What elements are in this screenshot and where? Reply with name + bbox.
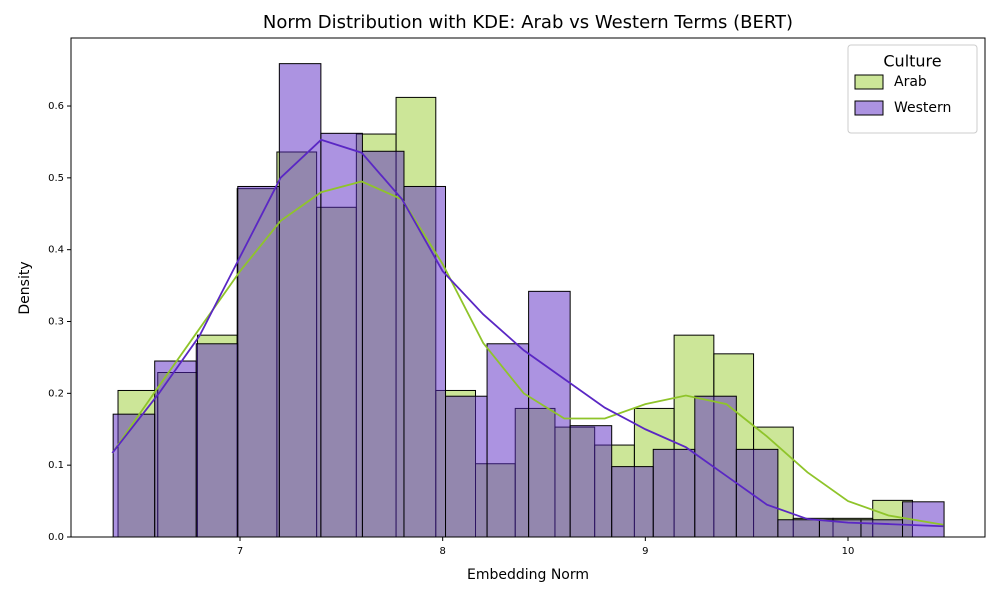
chart-title: Norm Distribution with KDE: Arab vs West… [263,12,793,33]
histogram-bar [237,185,280,538]
histogram-bar [278,63,322,538]
x-tick-label: 10 [842,546,855,557]
histogram-bar [860,519,904,538]
histogram-bar [486,343,530,538]
y-tick-label: 0.6 [48,101,64,112]
y-axis-label: Density [17,261,33,314]
legend-swatch [854,100,884,116]
histogram-bar [528,290,571,538]
y-tick-label: 0.5 [48,173,64,184]
x-tick-label: 9 [642,546,648,557]
y-tick-label: 0.0 [48,532,64,543]
histogram-bar [777,519,820,538]
histogram-bar [735,448,779,538]
histogram-bar [652,448,696,538]
histogram-bar [611,466,654,538]
legend-label: Western [894,100,951,116]
y-tick-label: 0.3 [48,317,64,328]
histogram-bar [154,360,197,538]
histogram-bar [445,395,488,538]
legend-label: Arab [894,74,927,90]
y-tick-label: 0.2 [48,388,64,399]
legend: Culture Arab Western [847,44,978,134]
histogram-bar [403,185,447,538]
histogram-bar [195,343,239,538]
kde-line [111,180,944,526]
legend-title: Culture [883,52,941,71]
kde-line [111,138,944,528]
y-tick-label: 0.4 [48,245,64,256]
y-tick-label: 0.1 [48,460,64,471]
x-tick-label: 7 [237,546,243,557]
x-tick-label: 8 [439,546,445,557]
legend-swatch [854,74,884,90]
histogram-bar [694,395,737,538]
histogram-bar [569,425,613,538]
x-axis-label: Embedding Norm [467,567,589,583]
histogram-bar [320,132,363,538]
histogram-bar [112,413,156,538]
histogram-bar [361,150,405,538]
